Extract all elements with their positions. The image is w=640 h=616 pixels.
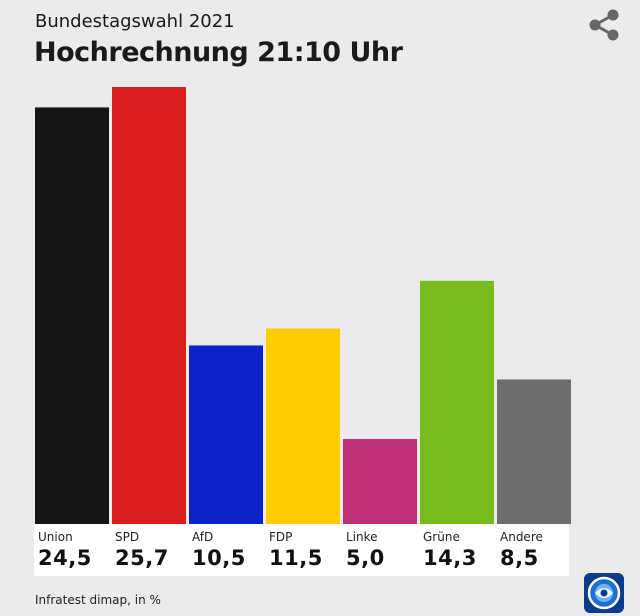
value-label: 11,5 [269, 546, 323, 570]
value-label: 14,3 [423, 546, 477, 570]
value-label: 5,0 [346, 546, 385, 570]
labels-panel [34, 524, 569, 576]
subtitle: Bundestagswahl 2021 [35, 11, 235, 32]
category-label: Linke [346, 530, 378, 544]
tagesschau-logo [584, 573, 624, 613]
value-label: 10,5 [192, 546, 246, 570]
bar-linke [343, 438, 417, 524]
value-label: 8,5 [500, 546, 539, 570]
bar-spd [112, 87, 186, 524]
category-label: Andere [500, 530, 543, 544]
category-label: Grüne [423, 530, 460, 544]
page-title: Hochrechnung 21:10 Uhr [34, 37, 403, 68]
category-label: FDP [269, 530, 293, 544]
category-label: Union [38, 530, 73, 544]
value-label: 24,5 [38, 546, 92, 570]
category-label: AfD [192, 530, 214, 544]
bar-grüne [420, 280, 494, 524]
category-label: SPD [115, 530, 140, 544]
bar-fdp [266, 328, 340, 524]
source-note: Infratest dimap, in % [35, 593, 161, 607]
bar-afd [189, 345, 263, 524]
value-label: 25,7 [115, 546, 169, 570]
share-icon[interactable] [585, 6, 623, 44]
bar-andere [497, 379, 571, 524]
bar-union [35, 107, 109, 525]
